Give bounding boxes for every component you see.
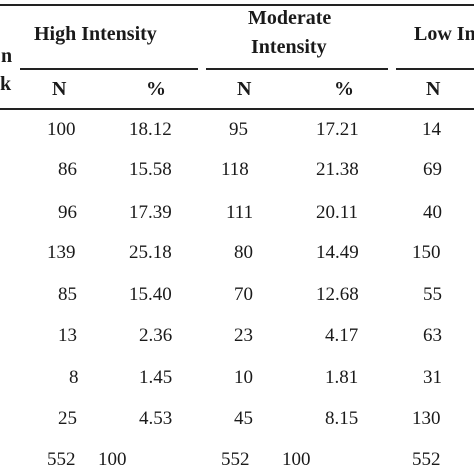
sub-header-percent: % — [146, 78, 166, 100]
table-cell: 21.38 — [316, 159, 359, 180]
table-cell: 4.17 — [325, 325, 359, 346]
table-cell: 1.81 — [325, 367, 359, 388]
table-cell: 552 — [47, 449, 76, 470]
table-cell: 23 — [234, 325, 253, 346]
sub-header-n: N — [237, 78, 252, 100]
table-cell: 100 — [282, 449, 311, 470]
table-cell: 40 — [423, 202, 442, 223]
stub-header-fragment: n — [1, 45, 13, 67]
table-cell: 17.21 — [316, 119, 359, 140]
table-cell: 4.53 — [139, 408, 173, 429]
table-cell: 111 — [226, 202, 254, 223]
table-cell: 552 — [412, 449, 441, 470]
table-cell: 70 — [234, 284, 253, 305]
stub-header-fragment: k — [0, 73, 12, 95]
table-cell: 45 — [234, 408, 253, 429]
table-cell: 130 — [412, 408, 441, 429]
table-cell: 552 — [221, 449, 250, 470]
table-cell: 150 — [412, 242, 441, 263]
group-rule-moderate — [206, 68, 388, 70]
table-cell: 15.58 — [129, 159, 172, 180]
table-cell: 8 — [69, 367, 79, 388]
table-cell: 25 — [58, 408, 77, 429]
table-cell: 69 — [423, 159, 442, 180]
sub-header-n: N — [426, 78, 441, 100]
group-header-low-intensity: Low In — [414, 23, 474, 45]
table-cell: 20.11 — [316, 202, 359, 223]
header-bottom-rule — [0, 108, 474, 110]
table-cell: 85 — [58, 284, 77, 305]
table-cell: 139 — [47, 242, 76, 263]
table-cell: 31 — [423, 367, 442, 388]
table-top-rule — [0, 4, 474, 6]
table-cell: 14.49 — [316, 242, 359, 263]
table-cell: 63 — [423, 325, 442, 346]
group-rule-high — [20, 68, 198, 70]
table-cell: 55 — [423, 284, 442, 305]
table-cell: 13 — [58, 325, 77, 346]
group-header-moderate-intensity: Intensity — [251, 36, 327, 58]
sub-header-percent: % — [334, 78, 354, 100]
table-cell: 118 — [221, 159, 249, 180]
group-rule-low — [396, 68, 474, 70]
table-cell: 80 — [234, 242, 253, 263]
table-cell: 96 — [58, 202, 77, 223]
table-cell: 15.40 — [129, 284, 172, 305]
table-cell: 100 — [47, 119, 76, 140]
group-header-moderate-intensity: Moderate — [248, 7, 332, 29]
table-cell: 14 — [422, 119, 441, 140]
table-cell: 18.12 — [129, 119, 172, 140]
table-cell: 1.45 — [139, 367, 173, 388]
table-cell: 86 — [58, 159, 77, 180]
table-cell: 100 — [98, 449, 127, 470]
table-cell: 8.15 — [325, 408, 359, 429]
table-cell: 17.39 — [129, 202, 172, 223]
table-cell: 25.18 — [129, 242, 172, 263]
table-cell: 95 — [229, 119, 248, 140]
sub-header-n: N — [52, 78, 67, 100]
group-header-high-intensity: High Intensity — [34, 23, 157, 45]
table-cell: 12.68 — [316, 284, 359, 305]
table-cell: 10 — [234, 367, 253, 388]
table-cell: 2.36 — [139, 325, 173, 346]
